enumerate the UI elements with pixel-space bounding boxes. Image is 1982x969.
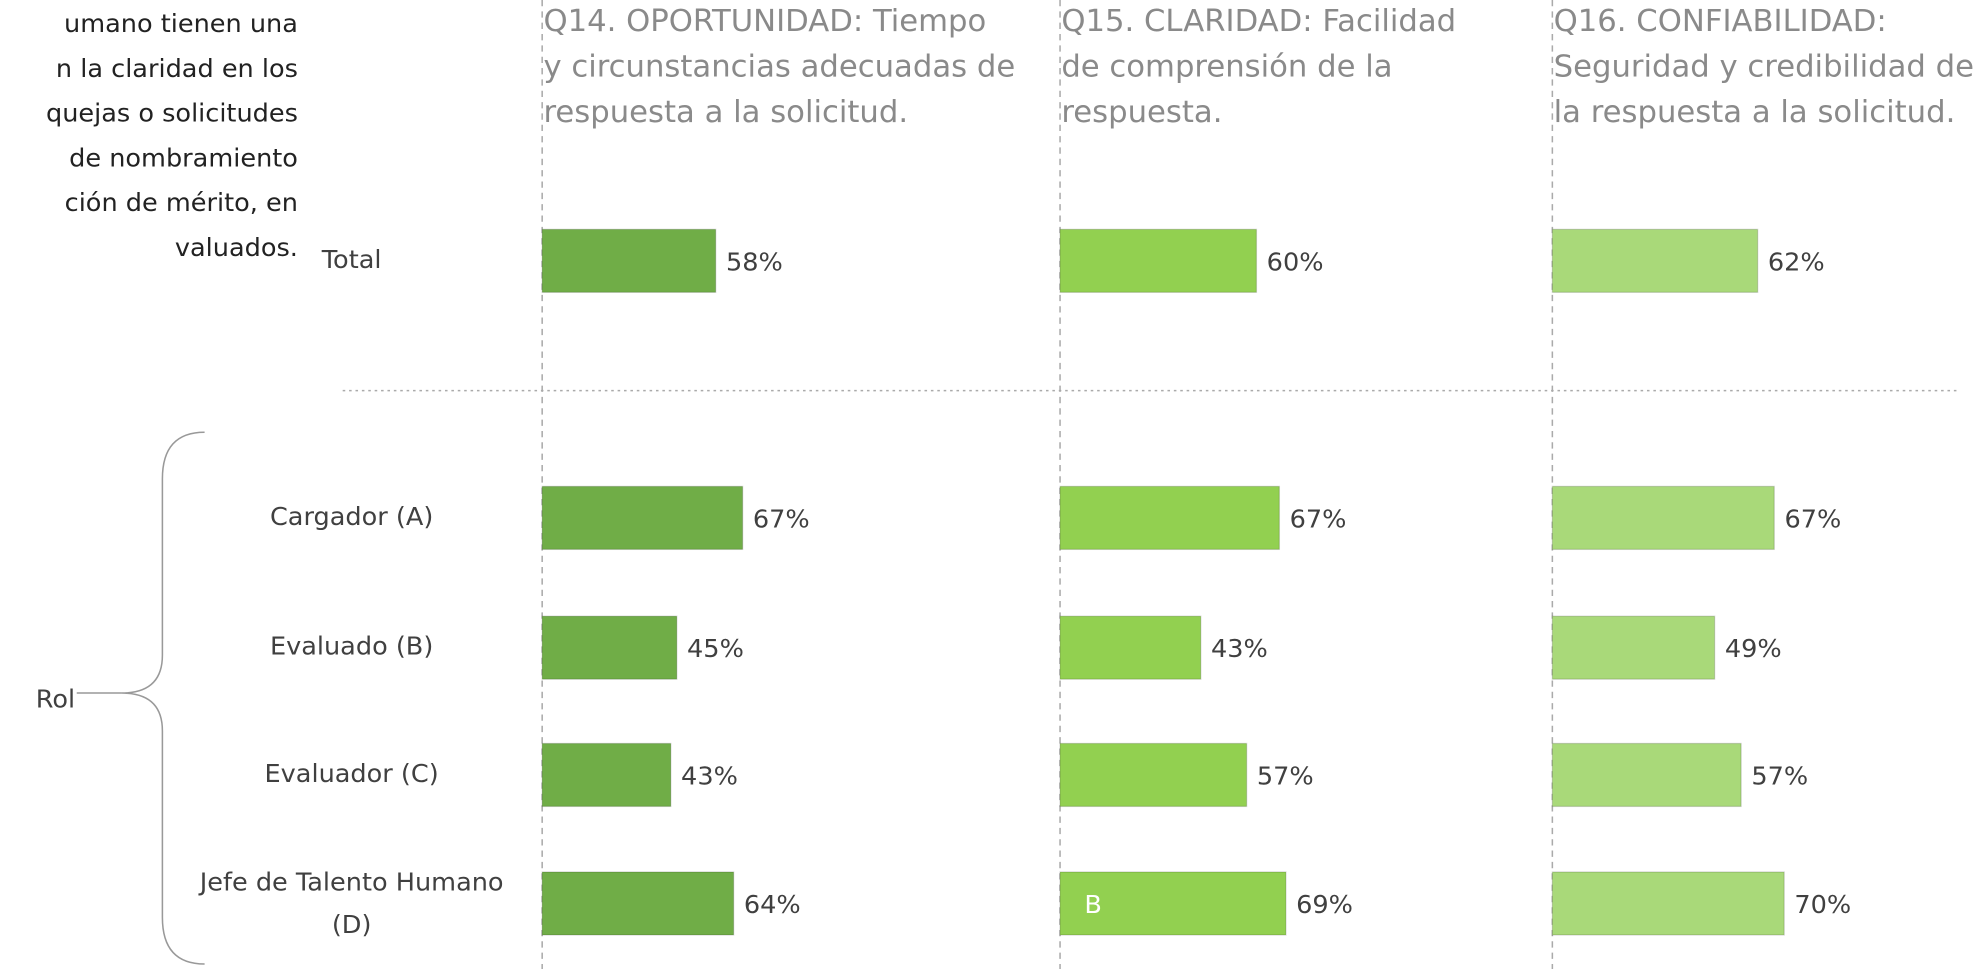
value-label: 67% [753,504,810,534]
intro-text: valuados. [175,232,298,262]
annotation: B [1084,889,1102,919]
value-label: 60% [1267,246,1324,276]
group-label: Rol [36,684,75,714]
value-label: 43% [681,761,738,791]
value-label: 62% [1768,246,1825,276]
intro-text: quejas o solicitudes [46,98,298,128]
bar [541,485,744,551]
value-label: 58% [726,246,783,276]
category-label: Cargador (A) [270,501,433,531]
value-label: 67% [1784,504,1841,534]
value-label: 57% [1257,761,1314,791]
bar [1551,742,1742,808]
panel-title: Q15. CLARIDAD: Facilidad [1061,4,1456,39]
value-label: 67% [1290,504,1347,534]
panel-title: Seguridad y credibilidad de [1554,50,1974,85]
category-label: Evaluado (B) [270,631,433,661]
intro-text: umano tienen una [64,8,298,38]
bar [541,228,717,293]
bar [1059,485,1281,551]
bar [1059,615,1202,680]
bar [1551,615,1716,680]
bracket [121,431,205,965]
value-label: 70% [1794,889,1851,919]
intro-text: de nombramiento [69,143,298,173]
value-label: 43% [1211,633,1268,663]
panel-title: respuesta. [1061,95,1222,130]
value-label: 45% [687,633,744,663]
category-label: Total [321,244,382,274]
panel-title: de comprensión de la [1061,50,1392,85]
category-label: Evaluador (C) [265,758,439,788]
bar [1551,871,1785,936]
value-label: 57% [1751,761,1808,791]
bar [541,871,735,936]
value-label: 69% [1296,889,1353,919]
bar [1551,485,1775,551]
bar [541,742,672,808]
bar [1059,228,1258,293]
category-label: Jefe de Talento Humano (D) [198,866,504,939]
value-label: 64% [744,889,801,919]
panel-title: la respuesta a la solicitud. [1554,95,1956,130]
panel-title: respuesta a la solicitud. [543,95,908,130]
bar [1059,871,1287,936]
intro-text: n la claridad en los [56,53,298,83]
panel-title: y circunstancias adecuadas de [543,50,1015,85]
bar [1059,742,1248,808]
intro-text: ción de mérito, en [65,187,298,217]
bar [1551,228,1759,293]
panel-title: Q14. OPORTUNIDAD: Tiempo [543,4,986,39]
value-label: 49% [1725,633,1782,663]
panel-title: Q16. CONFIABILIDAD: [1554,4,1887,39]
bar [541,615,678,680]
